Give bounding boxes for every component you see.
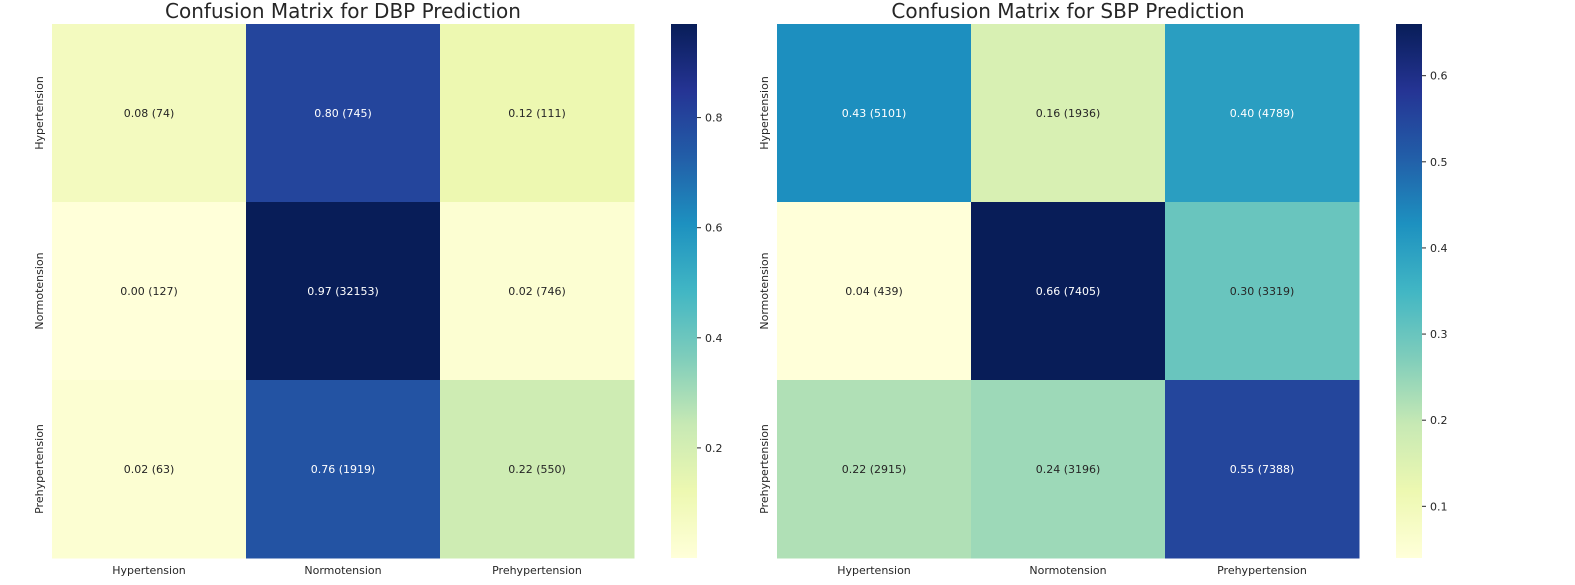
- y-tick-labels-dbp: Hypertension Normotension Prehypertensio…: [33, 76, 46, 514]
- heatmap-cell: [246, 380, 441, 559]
- colorbar-tick-label: 0.1: [1430, 500, 1448, 513]
- cell-annotation: 0.04 (439): [845, 285, 903, 298]
- chart-title-sbp: Confusion Matrix for SBP Prediction: [891, 0, 1244, 23]
- heatmap-cell: [1165, 24, 1360, 203]
- x-tick-label: Prehypertension: [492, 564, 582, 577]
- y-tick-label: Normotension: [33, 252, 46, 329]
- colorbar-tick-label: 0.8: [705, 112, 723, 125]
- colorbar-tick-label: 0.2: [705, 442, 723, 455]
- chart-title-dbp: Confusion Matrix for DBP Prediction: [165, 0, 521, 23]
- heatmap-cell: [971, 380, 1166, 559]
- colorbar-tick-label: 0.6: [1430, 70, 1448, 83]
- heatmap-cell: [440, 202, 635, 381]
- heatmap-cell: [971, 24, 1166, 203]
- x-tick-label: Hypertension: [837, 564, 911, 577]
- colorbar-dbp: [671, 24, 697, 558]
- x-tick-labels-dbp: Hypertension Normotension Prehypertensio…: [112, 564, 582, 577]
- heatmap-cell: [246, 24, 441, 203]
- heatmap-cell: [52, 202, 247, 381]
- cell-annotation: 0.22 (2915): [842, 463, 907, 476]
- y-tick-labels-sbp: Hypertension Normotension Prehypertensio…: [758, 76, 771, 514]
- heatmap-cell: [1165, 380, 1360, 559]
- y-tick-label: Hypertension: [758, 76, 771, 150]
- x-tick-label: Normotension: [1029, 564, 1106, 577]
- heatmap-cell: [971, 202, 1166, 381]
- heatmap-cell: [1165, 202, 1360, 381]
- cell-annotation: 0.97 (32153): [307, 285, 379, 298]
- colorbar-tick-label: 0.5: [1430, 156, 1448, 169]
- cell-annotation: 0.66 (7405): [1036, 285, 1101, 298]
- heatmap-cell: [52, 380, 247, 559]
- cell-annotation: 0.80 (745): [314, 107, 372, 120]
- y-tick-label: Prehypertension: [33, 424, 46, 514]
- x-tick-label: Normotension: [304, 564, 381, 577]
- cell-annotation: 0.08 (74): [124, 107, 175, 120]
- heatmap-cell: [440, 380, 635, 559]
- cell-annotation: 0.22 (550): [508, 463, 566, 476]
- cell-annotation: 0.00 (127): [120, 285, 178, 298]
- colorbar-tick-label: 0.4: [705, 332, 723, 345]
- cell-annotation: 0.76 (1919): [311, 463, 376, 476]
- heatmap-cell: [777, 202, 972, 381]
- heatmap-annotations-dbp: 0.08 (74) 0.80 (745) 0.12 (111) 0.00 (127) 0…: [120, 107, 566, 476]
- y-tick-label: Normotension: [758, 252, 771, 329]
- colorbar-tick-label: 0.4: [1430, 242, 1448, 255]
- x-tick-label: Prehypertension: [1217, 564, 1307, 577]
- cell-annotation: 0.40 (4789): [1230, 107, 1295, 120]
- heatmap-panel-dbp: Confusion Matrix for DBP Prediction 0.08…: [33, 0, 723, 577]
- cell-annotation: 0.24 (3196): [1036, 463, 1101, 476]
- colorbar-tick-label: 0.2: [1430, 414, 1448, 427]
- colorbar-tick-label: 0.6: [705, 222, 723, 235]
- heatmap-annotations-sbp: 0.43 (5101) 0.16 (1936) 0.40 (4789) 0.04 (4…: [842, 107, 1295, 476]
- heatmap-cell: [777, 24, 972, 203]
- cell-annotation: 0.12 (111): [508, 107, 566, 120]
- heatmap-cells-dbp: [52, 24, 635, 559]
- y-tick-label: Hypertension: [33, 76, 46, 150]
- colorbar-ticks-dbp: 0.2 0.4 0.6 0.8: [697, 112, 723, 455]
- heatmap-cells-sbp: [777, 24, 1360, 559]
- colorbar-ticks-sbp: 0.1 0.2 0.3 0.4 0.5 0.6: [1422, 70, 1448, 513]
- heatmap-panel-sbp: Confusion Matrix for SBP Prediction 0.43…: [758, 0, 1448, 577]
- x-tick-labels-sbp: Hypertension Normotension Prehypertensio…: [837, 564, 1307, 577]
- x-tick-label: Hypertension: [112, 564, 186, 577]
- cell-annotation: 0.02 (746): [508, 285, 566, 298]
- colorbar-tick-label: 0.3: [1430, 328, 1448, 341]
- cell-annotation: 0.55 (7388): [1230, 463, 1295, 476]
- cell-annotation: 0.02 (63): [124, 463, 175, 476]
- heatmap-cell: [52, 24, 247, 203]
- cell-annotation: 0.43 (5101): [842, 107, 907, 120]
- colorbar-sbp: [1396, 24, 1422, 558]
- heatmap-cell: [777, 380, 972, 559]
- cell-annotation: 0.16 (1936): [1036, 107, 1101, 120]
- y-tick-label: Prehypertension: [758, 424, 771, 514]
- cell-annotation: 0.30 (3319): [1230, 285, 1295, 298]
- heatmap-cell: [246, 202, 441, 381]
- heatmap-cell: [440, 24, 635, 203]
